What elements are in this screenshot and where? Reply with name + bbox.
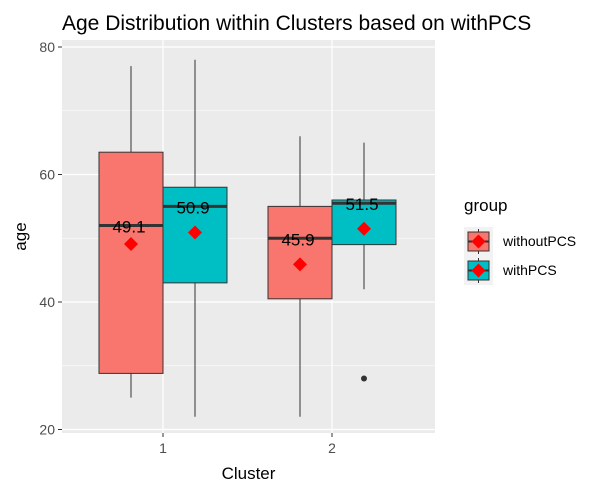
mean-label: 49.1 (112, 218, 145, 237)
y-tick-label: 20 (39, 422, 55, 438)
legend-item-withPCS: withPCS (464, 256, 557, 285)
x-tick-label: 2 (328, 440, 336, 456)
box-layer: 49.1 45.9 50.9 51.5 (98, 59, 397, 417)
y-axis-title: age (11, 222, 30, 250)
grid-lines (62, 40, 435, 433)
box-withoutPCS-cluster-2: 45.9 (267, 136, 333, 417)
box-body (98, 151, 164, 374)
legend-label: withPCS (502, 262, 557, 278)
mean-marker (293, 257, 307, 272)
axes: 20 40 60 80 1 2 (39, 39, 336, 456)
chart-title: Age Distribution within Clusters based o… (62, 12, 531, 35)
mean-marker (357, 221, 371, 236)
y-tick-label: 40 (39, 294, 55, 310)
mean-label: 50.9 (176, 198, 209, 217)
box-withPCS-cluster-1: 50.9 (162, 59, 228, 417)
outlier-point (361, 375, 367, 382)
y-tick-label: 60 (39, 167, 55, 183)
legend-title: group (464, 196, 507, 215)
legend-key-mean-marker (471, 263, 486, 278)
mean-label: 51.5 (345, 195, 378, 214)
y-tick-label: 80 (39, 39, 55, 55)
legend-key-mean-marker (471, 234, 486, 249)
legend-item-withoutPCS: withoutPCS (464, 227, 576, 256)
mean-marker (188, 225, 202, 240)
legend-label: withoutPCS (502, 233, 576, 249)
box-withPCS-cluster-2: 51.5 (331, 142, 397, 382)
legend: group withoutPCS withPCS (464, 196, 576, 285)
mean-marker (124, 236, 138, 251)
mean-label: 45.9 (281, 230, 314, 249)
box-body (267, 205, 333, 300)
x-axis-title: Cluster (222, 464, 276, 483)
x-tick-label: 1 (159, 440, 167, 456)
